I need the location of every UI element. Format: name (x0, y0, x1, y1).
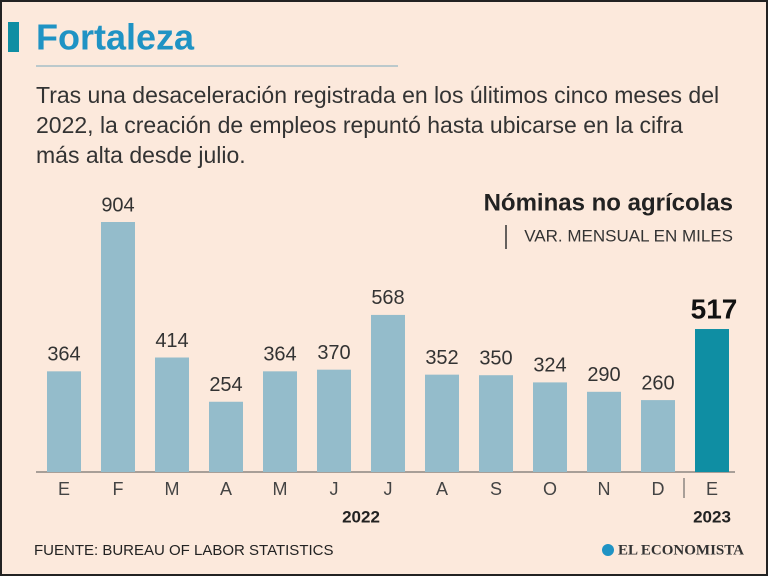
value-label: 370 (317, 342, 350, 364)
x-tick-label: J (330, 479, 339, 499)
bar (209, 401, 243, 472)
chart-title: Nóminas no agrícolas (484, 189, 733, 216)
bar (317, 369, 351, 472)
subtitle-line: 2022, la creación de empleos repuntó has… (36, 112, 683, 138)
subtitle-line: más alta desde julio. (36, 142, 246, 168)
bar (425, 374, 459, 472)
logo-icon (602, 544, 614, 556)
year-label: 2022 (342, 507, 380, 526)
value-label: 254 (209, 374, 242, 396)
x-tick-label: S (490, 479, 502, 499)
bar (101, 222, 135, 472)
value-label: 904 (101, 194, 134, 216)
source: FUENTE: BUREAU OF LABOR STATISTICS (34, 542, 333, 559)
value-label: 568 (371, 287, 404, 309)
value-label: 364 (263, 344, 296, 366)
x-tick-label: E (58, 479, 70, 499)
x-tick-label: A (220, 479, 232, 499)
value-label: 260 (641, 372, 674, 394)
x-tick-label: N (598, 479, 611, 499)
x-tick-label: A (436, 479, 448, 499)
bar (695, 329, 729, 472)
x-tick-label: F (113, 479, 124, 499)
value-label: 414 (155, 330, 188, 352)
bar (371, 314, 405, 472)
bar (155, 357, 189, 472)
year-label: 2023 (693, 507, 731, 526)
bar (263, 371, 297, 472)
x-tick-label: J (384, 479, 393, 499)
x-tick-label: D (652, 479, 665, 499)
bar (47, 371, 81, 472)
chart-subtitle: VAR. MENSUAL EN MILES (524, 226, 733, 245)
value-label: 324 (533, 355, 566, 377)
x-tick-label: M (273, 479, 288, 499)
bar (587, 391, 621, 472)
title: Fortaleza (36, 17, 195, 58)
x-tick-label: E (706, 479, 718, 499)
bar (533, 382, 567, 472)
value-label: 517 (691, 293, 738, 324)
logo: EL ECONOMISTA (618, 542, 744, 558)
value-label: 352 (425, 347, 458, 369)
x-tick-label: O (543, 479, 557, 499)
bar (479, 375, 513, 472)
bar (641, 400, 675, 472)
title-accent (8, 22, 19, 52)
value-label: 290 (587, 364, 620, 386)
value-label: 364 (47, 344, 80, 366)
subtitle-line: Tras una desaceleración registrada en lo… (36, 82, 719, 108)
value-label: 350 (479, 347, 512, 369)
x-tick-label: M (165, 479, 180, 499)
